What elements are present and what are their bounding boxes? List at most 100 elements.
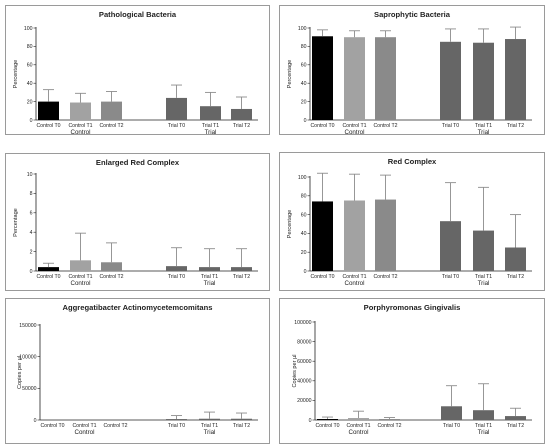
x-category-label: Trial T0 bbox=[442, 274, 459, 280]
y-tick-label: 100 bbox=[298, 26, 307, 32]
bar bbox=[166, 419, 187, 420]
x-category-label: Control T0 bbox=[310, 123, 334, 129]
chart-title: Red Complex bbox=[388, 157, 437, 166]
y-tick-label: 60000 bbox=[297, 359, 312, 365]
group-label-control: Control bbox=[71, 280, 91, 287]
y-tick-label: 100 bbox=[24, 26, 33, 32]
bar bbox=[473, 410, 494, 420]
group-label-trial: Trial bbox=[478, 429, 490, 436]
bar bbox=[101, 262, 122, 271]
chart-svg: Pathological Bacteria 0 20 40 60 80 100 Percent… bbox=[13, 10, 258, 134]
bar bbox=[312, 36, 333, 120]
chart-svg: Saprophytic Bacteria 0 20 40 60 80 100 Percenta… bbox=[287, 10, 532, 134]
group-label-trial: Trial bbox=[205, 129, 217, 134]
x-category-label: Trial T1 bbox=[475, 274, 492, 280]
group-label-control: Control bbox=[345, 280, 365, 287]
bar bbox=[505, 39, 526, 120]
x-category-label: Trial T1 bbox=[475, 423, 492, 429]
y-tick-label: 100000 bbox=[294, 320, 311, 326]
group-label-trial: Trial bbox=[204, 429, 216, 436]
y-axis-label: Percentage bbox=[13, 60, 19, 89]
chart-title: Enlarged Red Complex bbox=[96, 158, 180, 167]
chart-svg: Porphyromonas Gingivalis 0 20000 40000 60000… bbox=[292, 303, 532, 436]
bar bbox=[166, 97, 187, 120]
bar bbox=[199, 418, 220, 420]
chart-panel-porphyromonas: Porphyromonas Gingivalis 0 20000 40000 60000… bbox=[279, 298, 545, 444]
bar bbox=[70, 260, 91, 271]
y-axis-label: Copies per µl bbox=[292, 354, 298, 387]
y-tick-label: 60 bbox=[301, 63, 307, 69]
bar bbox=[473, 42, 494, 120]
x-category-label: Trial T2 bbox=[507, 274, 524, 280]
y-tick-label: 10 bbox=[27, 172, 33, 178]
x-category-label: Trial T0 bbox=[442, 123, 459, 129]
chart-title: Aggregatibacter Actinomycetemcomitans bbox=[63, 303, 213, 312]
x-category-label: Control T1 bbox=[342, 123, 366, 129]
chart-panel-saprophytic-bacteria: Saprophytic Bacteria 0 20 40 60 80 100 Percenta… bbox=[279, 5, 545, 135]
bar bbox=[231, 108, 252, 120]
chart-svg: Aggregatibacter Actinomycetemcomitans 0 50… bbox=[17, 303, 258, 436]
bar bbox=[200, 106, 221, 120]
chart-panel-pathological-bacteria: Pathological Bacteria 0 20 40 60 80 100 Percent… bbox=[5, 5, 270, 135]
bar bbox=[441, 406, 462, 420]
y-tick-label: 60 bbox=[301, 212, 307, 218]
bar bbox=[38, 101, 59, 120]
bar bbox=[312, 201, 333, 271]
x-category-label: Trial T1 bbox=[201, 274, 218, 280]
x-category-label: Trial T1 bbox=[202, 123, 219, 129]
bar bbox=[101, 101, 122, 120]
y-tick-label: 40 bbox=[301, 81, 307, 87]
y-tick-label: 40 bbox=[27, 81, 33, 87]
x-category-label: Trial T2 bbox=[507, 423, 524, 429]
x-category-label: Control T2 bbox=[377, 423, 401, 429]
x-category-label: Control T2 bbox=[373, 123, 397, 129]
bar bbox=[375, 199, 396, 271]
group-label-control: Control bbox=[75, 429, 95, 436]
y-tick-label: 20 bbox=[27, 99, 33, 105]
x-category-label: Control T1 bbox=[342, 274, 366, 280]
x-category-label: Control T2 bbox=[99, 274, 123, 280]
y-tick-label: 8 bbox=[30, 191, 33, 197]
bar bbox=[505, 247, 526, 271]
y-tick-label: 0 bbox=[309, 418, 312, 424]
bar bbox=[379, 419, 400, 420]
x-category-label: Control T0 bbox=[36, 274, 60, 280]
x-category-label: Trial T2 bbox=[233, 123, 250, 129]
x-category-label: Trial T2 bbox=[507, 123, 524, 129]
bar bbox=[348, 418, 369, 420]
chart-panel-enlarged-red-complex: Enlarged Red Complex 0 2 4 6 8 10 Percentage Con… bbox=[5, 153, 270, 291]
y-tick-label: 50000 bbox=[22, 386, 37, 392]
x-category-label: Trial T1 bbox=[475, 123, 492, 129]
bar bbox=[166, 266, 187, 271]
y-axis-label: Percentage bbox=[287, 210, 293, 239]
y-tick-label: 0 bbox=[304, 269, 307, 275]
y-axis-label: Percentage bbox=[13, 208, 19, 237]
y-tick-label: 0 bbox=[34, 418, 37, 424]
chart-panel-red-complex: Red Complex 0 20 40 60 80 100 Percentage Control… bbox=[279, 152, 545, 291]
y-tick-label: 100 bbox=[298, 175, 307, 181]
x-category-label: Trial T0 bbox=[168, 123, 185, 129]
y-tick-label: 40000 bbox=[297, 379, 312, 385]
x-category-label: Control T1 bbox=[72, 423, 96, 429]
bar bbox=[70, 102, 91, 120]
x-category-label: Trial T2 bbox=[233, 423, 250, 429]
group-label-trial: Trial bbox=[204, 280, 216, 287]
group-label-trial: Trial bbox=[478, 129, 490, 134]
y-tick-label: 0 bbox=[304, 118, 307, 124]
bar bbox=[440, 41, 461, 120]
x-category-label: Control T1 bbox=[68, 274, 92, 280]
x-category-label: Trial T0 bbox=[168, 274, 185, 280]
y-tick-label: 20000 bbox=[297, 398, 312, 404]
bar bbox=[473, 230, 494, 271]
y-tick-label: 80 bbox=[27, 44, 33, 50]
chart-svg: Red Complex 0 20 40 60 80 100 Percentage Control… bbox=[287, 157, 532, 287]
y-tick-label: 100000 bbox=[19, 354, 36, 360]
y-tick-label: 60 bbox=[27, 63, 33, 69]
y-tick-label: 80000 bbox=[297, 339, 312, 345]
x-category-label: Trial T0 bbox=[443, 423, 460, 429]
bar bbox=[375, 37, 396, 121]
y-tick-label: 40 bbox=[301, 231, 307, 237]
y-tick-label: 80 bbox=[301, 194, 307, 200]
bar bbox=[199, 267, 220, 271]
x-category-label: Control T0 bbox=[40, 423, 64, 429]
